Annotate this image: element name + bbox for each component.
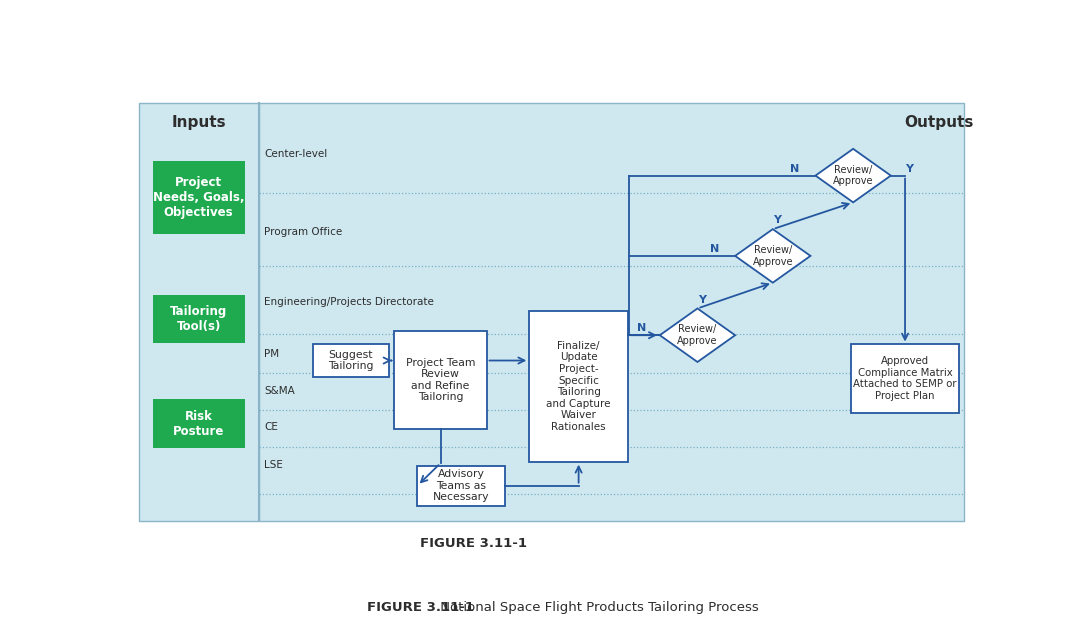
FancyBboxPatch shape (152, 161, 245, 234)
FancyBboxPatch shape (152, 399, 245, 448)
Text: S&MA: S&MA (264, 386, 295, 396)
Text: Project
Needs, Goals,
Objectives: Project Needs, Goals, Objectives (153, 176, 244, 219)
Text: PM: PM (264, 349, 279, 359)
Text: FIGURE 3.11-1: FIGURE 3.11-1 (420, 537, 527, 550)
Text: N: N (637, 324, 646, 334)
Text: Center-level: Center-level (264, 149, 327, 159)
Text: N: N (789, 164, 799, 174)
FancyBboxPatch shape (851, 344, 959, 413)
Text: Engineering/Projects Directorate: Engineering/Projects Directorate (264, 297, 434, 307)
FancyBboxPatch shape (313, 344, 389, 377)
FancyBboxPatch shape (139, 102, 259, 521)
Text: Project Team
Review
and Refine
Tailoring: Project Team Review and Refine Tailoring (406, 358, 475, 403)
Text: Outputs: Outputs (904, 114, 973, 130)
Text: CE: CE (264, 422, 278, 432)
Text: Notional Space Flight Products Tailoring Process: Notional Space Flight Products Tailoring… (368, 602, 759, 614)
Polygon shape (660, 308, 735, 362)
Text: Tailoring
Tool(s): Tailoring Tool(s) (170, 305, 227, 333)
Text: Y: Y (698, 295, 705, 305)
Polygon shape (815, 149, 891, 202)
FancyBboxPatch shape (259, 102, 963, 521)
Text: Inputs: Inputs (172, 114, 226, 130)
FancyBboxPatch shape (418, 466, 505, 506)
Text: Suggest
Tailoring: Suggest Tailoring (328, 349, 374, 372)
Text: Risk
Posture: Risk Posture (173, 410, 225, 438)
FancyBboxPatch shape (394, 331, 486, 428)
Text: Finalize/
Update
Project-
Specific
Tailoring
and Capture
Waiver
Rationales: Finalize/ Update Project- Specific Tailo… (546, 341, 611, 432)
Polygon shape (735, 229, 810, 283)
Text: Y: Y (905, 164, 914, 174)
Text: Review/
Approve: Review/ Approve (753, 245, 793, 267)
Text: Review/
Approve: Review/ Approve (677, 324, 718, 346)
Text: Review/
Approve: Review/ Approve (833, 165, 874, 186)
Text: FIGURE 3.11-1  Notional Space Flight Products Tailoring Process: FIGURE 3.11-1 Notional Space Flight Prod… (420, 537, 842, 550)
Text: N: N (710, 244, 719, 254)
Text: Approved
Compliance Matrix
Attached to SEMP or
Project Plan: Approved Compliance Matrix Attached to S… (853, 356, 957, 401)
Text: FIGURE 3.11-1: FIGURE 3.11-1 (367, 602, 474, 614)
Text: Advisory
Teams as
Necessary: Advisory Teams as Necessary (433, 469, 489, 502)
Text: Program Office: Program Office (264, 226, 342, 236)
Text: Y: Y (773, 216, 781, 226)
Text: LSE: LSE (264, 460, 283, 470)
FancyBboxPatch shape (152, 295, 245, 344)
FancyBboxPatch shape (529, 311, 627, 462)
